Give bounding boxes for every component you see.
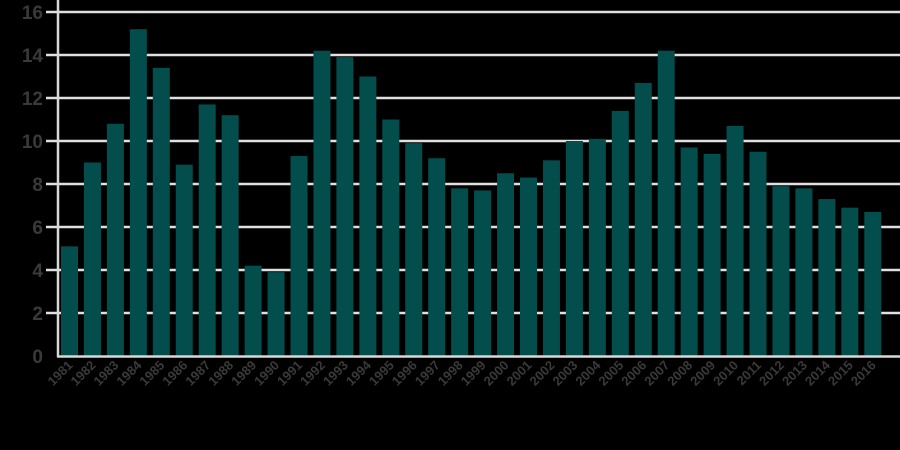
x-tick-label: 2011 xyxy=(734,358,765,389)
x-tick-label: 1998 xyxy=(435,358,466,389)
x-tick-label: 2006 xyxy=(618,358,649,389)
x-tick-label: 2005 xyxy=(595,358,626,389)
bar-1987 xyxy=(198,104,216,356)
gridlines xyxy=(46,10,900,315)
bar-1998 xyxy=(451,188,469,356)
x-tick-label: 2009 xyxy=(687,358,718,389)
x-tick-label: 1990 xyxy=(251,358,282,389)
bar-2015 xyxy=(841,207,859,356)
bar-1999 xyxy=(474,190,492,356)
bar-1996 xyxy=(405,143,423,356)
x-tick-label: 1985 xyxy=(136,358,167,389)
bar-1994 xyxy=(359,76,377,356)
x-tick-label: 2001 xyxy=(504,358,535,389)
bar-2000 xyxy=(497,173,515,356)
x-tick-label: 2016 xyxy=(848,358,879,389)
bar-2016 xyxy=(864,211,882,356)
bar-2014 xyxy=(818,199,836,356)
x-tick-label: 1988 xyxy=(205,358,236,389)
x-tick-label: 2000 xyxy=(481,358,512,389)
x-tick-label: 1989 xyxy=(228,358,259,389)
x-tick-label: 1992 xyxy=(297,358,328,389)
y-tick-label: 6 xyxy=(32,218,43,239)
bar-2002 xyxy=(542,160,560,356)
bar-1993 xyxy=(336,57,354,357)
x-tick-label: 2007 xyxy=(641,358,672,389)
bar-1986 xyxy=(175,164,193,356)
bar-2004 xyxy=(588,138,606,356)
bar-2012 xyxy=(772,186,790,356)
bar-2001 xyxy=(520,177,537,356)
y-tick-label: 16 xyxy=(22,3,43,24)
bar-1983 xyxy=(106,123,124,356)
x-tick-label: 1997 xyxy=(412,358,443,389)
x-tick-label: 1981 xyxy=(45,358,76,389)
x-tick-label: 1982 xyxy=(68,358,99,389)
bar-1997 xyxy=(428,158,446,356)
x-tick-label: 1993 xyxy=(320,358,351,389)
bar-1991 xyxy=(290,156,308,356)
y-tick-label: 12 xyxy=(22,89,43,110)
bars xyxy=(61,29,882,357)
y-tick-label: 4 xyxy=(32,261,43,282)
bar-1985 xyxy=(152,67,170,357)
bar-2006 xyxy=(634,82,652,356)
x-tick-label: 1996 xyxy=(389,358,420,389)
y-tick-label: 14 xyxy=(22,46,44,67)
bar-1982 xyxy=(83,162,101,356)
bar-1992 xyxy=(313,50,331,356)
bar-2010 xyxy=(726,125,744,356)
x-tick-label: 2003 xyxy=(549,358,580,389)
bar-1995 xyxy=(382,119,400,356)
x-tick-label: 1983 xyxy=(90,358,121,389)
x-tick-label: 1999 xyxy=(458,358,489,389)
x-tick-label: 1991 xyxy=(274,358,305,389)
x-tick-label: 1987 xyxy=(182,358,213,389)
bar-2003 xyxy=(565,141,583,356)
x-tick-label: 1986 xyxy=(159,358,190,389)
x-axis-tick-labels: 1981198219831984198519861987198819891990… xyxy=(45,357,879,389)
y-tick-label: 0 xyxy=(32,347,43,368)
x-tick-label: 2008 xyxy=(664,358,695,389)
bar-2009 xyxy=(703,153,721,356)
x-tick-label: 1995 xyxy=(366,358,397,389)
bar-2007 xyxy=(657,50,675,356)
bar-1981 xyxy=(61,246,78,356)
y-tick-label: 2 xyxy=(32,304,43,325)
x-tick-label: 2002 xyxy=(527,358,558,389)
bar-2008 xyxy=(680,147,698,356)
y-tick-label: 10 xyxy=(22,132,43,153)
bar-2011 xyxy=(749,151,767,356)
bar-1988 xyxy=(221,115,239,356)
bar-1990 xyxy=(267,272,285,356)
y-tick-label: 8 xyxy=(32,175,43,196)
bar-2005 xyxy=(611,110,629,357)
x-tick-label: 2013 xyxy=(779,358,810,389)
x-tick-label: 2015 xyxy=(825,358,856,389)
bar-1989 xyxy=(244,265,262,356)
bar-2013 xyxy=(795,188,813,356)
bar-1984 xyxy=(129,29,147,356)
y-axis-tick-labels: 0 2 4 6 8 10 12 14 16 xyxy=(22,3,44,368)
x-tick-label: 2012 xyxy=(756,358,787,389)
x-tick-label: 2010 xyxy=(710,358,741,389)
